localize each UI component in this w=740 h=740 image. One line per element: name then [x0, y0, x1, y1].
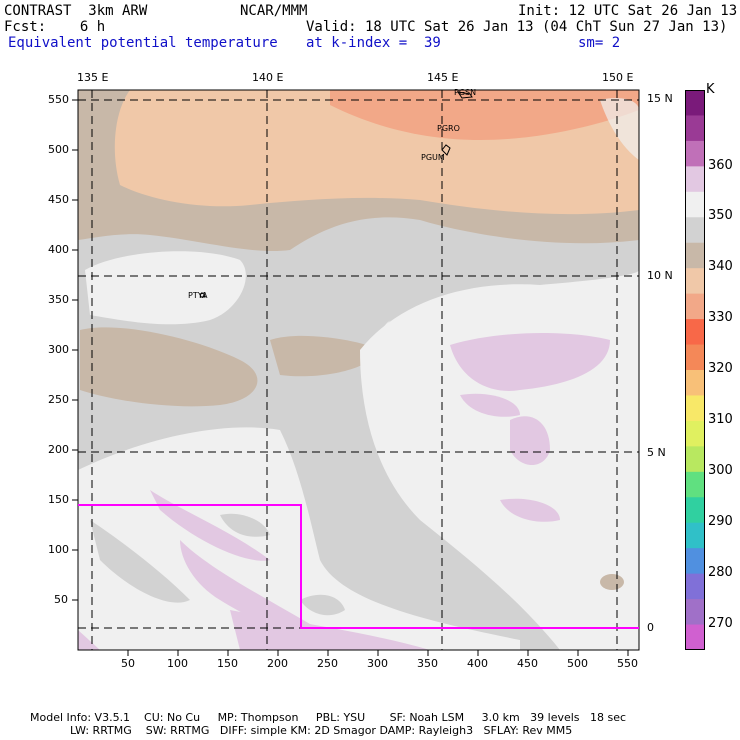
colorbar-label: 280 [708, 565, 733, 580]
colorbar-swatch [685, 115, 705, 142]
lon-label: 135 E [77, 71, 109, 84]
station-ptya: PTYA [188, 291, 208, 300]
colorbar-swatch [685, 242, 705, 269]
colorbar-swatch [685, 395, 705, 422]
y-tick-label: 150 [48, 493, 69, 506]
x-tick-label: 200 [267, 657, 288, 670]
x-tick-label: 500 [567, 657, 588, 670]
colorbar-swatch [685, 522, 705, 549]
colorbar-swatch [685, 140, 705, 167]
forecast-hour: Fcst: 6 h [4, 19, 106, 35]
colorbar-label: 340 [708, 259, 733, 274]
x-tick-label: 50 [121, 657, 135, 670]
field-name: Equivalent potential temperature [8, 35, 278, 51]
model-info-line2: LW: RRTMG SW: RRTMG DIFF: simple KM: 2D … [70, 724, 573, 737]
valid-time: Valid: 18 UTC Sat 26 Jan 13 (04 ChT Sun … [306, 19, 728, 35]
latlon-grid [78, 90, 639, 650]
theta-e-field [78, 90, 639, 650]
colorbar-label: 290 [708, 514, 733, 529]
colorbar-swatch [685, 370, 705, 396]
colorbar-swatch [685, 420, 705, 447]
lon-label: 150 E [602, 71, 634, 84]
colorbar-swatch [685, 344, 705, 371]
x-tick-label: 350 [417, 657, 438, 670]
colorbar-label: 320 [708, 361, 733, 376]
lat-label: 10 N [647, 269, 673, 282]
colorbar-swatch [685, 497, 705, 524]
colorbar [685, 90, 705, 650]
x-tick-label: 100 [167, 657, 188, 670]
colorbar-unit: K [706, 82, 715, 97]
x-tick-label: 150 [217, 657, 238, 670]
colorbar-swatch [685, 599, 705, 626]
station-pgsn: PGSN [454, 88, 477, 97]
colorbar-label: 300 [708, 463, 733, 478]
y-tick-label: 450 [48, 193, 69, 206]
model-info-line1: Model Info: V3.5.1 CU: No Cu MP: Thompso… [30, 711, 627, 724]
axis-ticks [72, 99, 629, 656]
y-tick-label: 50 [54, 593, 68, 606]
colorbar-swatch [685, 268, 705, 295]
x-tick-label: 300 [367, 657, 388, 670]
y-tick-label: 200 [48, 443, 69, 456]
colorbar-label: 310 [708, 412, 733, 427]
level-info: at k-index = 39 [306, 35, 441, 51]
lat-label: 5 N [647, 446, 666, 459]
colorbar-label: 360 [708, 158, 733, 173]
colorbar-swatch [685, 624, 705, 650]
colorbar-swatch [685, 217, 705, 244]
y-tick-label: 500 [48, 143, 69, 156]
y-tick-label: 300 [48, 343, 69, 356]
colorbar-swatch [685, 166, 705, 193]
colorbar-swatch [685, 573, 705, 600]
lat-label: 15 N [647, 92, 673, 105]
lon-label: 145 E [427, 71, 459, 84]
station-pgro: PGRO [437, 124, 460, 133]
model-title: CONTRAST 3km ARW [4, 3, 148, 19]
colorbar-swatch [685, 548, 705, 575]
x-tick-label: 250 [317, 657, 338, 670]
colorbar-swatch [685, 471, 705, 498]
nest-domain-box [78, 504, 639, 629]
institution: NCAR/MMM [240, 3, 308, 19]
coastlines [199, 91, 473, 298]
colorbar-swatch [685, 446, 705, 473]
x-tick-label: 550 [617, 657, 638, 670]
x-tick-label: 450 [517, 657, 538, 670]
y-tick-label: 350 [48, 293, 69, 306]
y-tick-label: 100 [48, 543, 69, 556]
colorbar-label: 350 [708, 208, 733, 223]
colorbar-swatch [685, 191, 705, 218]
smoothing: sm= 2 [578, 35, 621, 51]
x-tick-label: 400 [467, 657, 488, 670]
init-time: Init: 12 UTC Sat 26 Jan 13 [518, 3, 738, 19]
station-pgum: PGUM [421, 153, 445, 162]
colorbar-label: 270 [708, 616, 733, 631]
y-tick-label: 550 [48, 93, 69, 106]
colorbar-swatch [685, 293, 705, 320]
colorbar-label: 330 [708, 310, 733, 325]
colorbar-frame [685, 90, 705, 650]
lon-label: 140 E [252, 71, 284, 84]
lat-label: 0 [647, 621, 654, 634]
y-tick-label: 250 [48, 393, 69, 406]
colorbar-swatch [685, 319, 705, 346]
colorbar-swatch [685, 90, 705, 116]
y-tick-label: 400 [48, 243, 69, 256]
